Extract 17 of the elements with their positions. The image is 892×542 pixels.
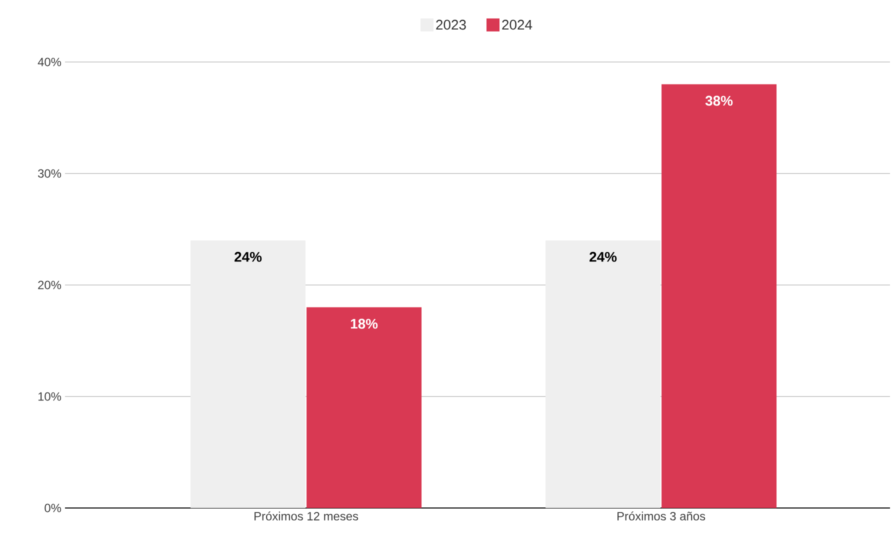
y-tick-label: 0%	[44, 504, 62, 512]
bar	[306, 307, 422, 508]
data-label: 24%	[590, 252, 617, 262]
data-label: 38%	[705, 96, 733, 106]
x-tick-label: Próximos 12 meses	[254, 512, 358, 520]
y-tick-label: 40%	[38, 58, 62, 66]
bar	[190, 240, 306, 508]
bar	[662, 84, 777, 508]
bar	[546, 240, 661, 508]
y-tick-label: 30%	[38, 169, 62, 178]
y-tick-label: 10%	[38, 392, 62, 401]
legend-label: 2023	[436, 20, 466, 30]
legend-label: 2024	[502, 20, 532, 30]
x-tick-label: Próximos 3 años	[618, 512, 706, 520]
data-label: 24%	[234, 252, 262, 262]
y-tick-label: 20%	[38, 280, 62, 290]
data-label: 18%	[350, 318, 378, 329]
